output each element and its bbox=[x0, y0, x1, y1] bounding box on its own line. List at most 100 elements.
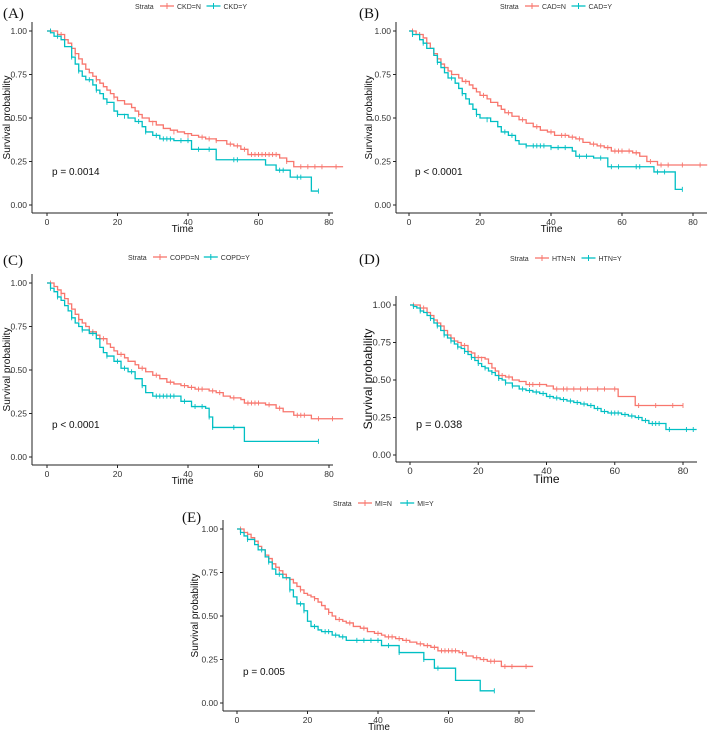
y-tick-label: 0.75 bbox=[10, 70, 27, 80]
panel-label: (B) bbox=[359, 6, 379, 22]
y-tick-label: 1.00 bbox=[201, 524, 218, 534]
survival-curve bbox=[409, 30, 708, 166]
x-tick-label: 20 bbox=[473, 466, 484, 477]
series-cad-n bbox=[409, 28, 708, 168]
x-tick-label: 60 bbox=[609, 466, 620, 477]
series-mi-n bbox=[237, 526, 534, 669]
legend-title: Strata bbox=[135, 4, 154, 11]
y-tick-label: 0.75 bbox=[373, 338, 392, 349]
y-axis-title: Survival probability bbox=[2, 328, 13, 412]
y-tick-label: 0.00 bbox=[10, 200, 27, 210]
x-tick-label: 0 bbox=[235, 715, 240, 725]
series-ckd-n bbox=[47, 28, 344, 170]
legend-key-copd-n: COPD=N bbox=[153, 254, 199, 262]
y-tick-label: 0.50 bbox=[374, 113, 391, 123]
y-tick-label: 0.00 bbox=[373, 450, 392, 461]
p-value-annotation: p = 0.038 bbox=[416, 419, 462, 431]
x-tick-label: 0 bbox=[45, 469, 50, 479]
panel-label: (E) bbox=[182, 510, 201, 526]
y-tick-label: 0.00 bbox=[374, 200, 391, 210]
x-tick-label: 80 bbox=[688, 217, 698, 227]
x-tick-label: 40 bbox=[183, 217, 193, 227]
x-tick-label: 20 bbox=[113, 217, 123, 227]
y-tick-label: 1.00 bbox=[373, 300, 392, 311]
legend: Strata HTN=N HTN=Y bbox=[510, 255, 622, 263]
series-copd-y bbox=[47, 282, 319, 444]
y-tick-label: 0.25 bbox=[10, 157, 27, 167]
legend-label: CAD=N bbox=[542, 4, 566, 11]
p-value-annotation: p < 0.0001 bbox=[52, 420, 100, 431]
y-axis-title: Survival probability bbox=[364, 76, 375, 160]
km-panel-e: (E) Strata MI=N MI=Y 0.00 0.25 0.50 0.75 1.00 0 20… bbox=[182, 500, 535, 733]
x-tick-label: 60 bbox=[444, 715, 454, 725]
survival-curve bbox=[47, 282, 344, 420]
p-value-annotation: p = 0.005 bbox=[243, 667, 285, 678]
x-tick-label: 20 bbox=[475, 217, 485, 227]
y-tick-label: 1.00 bbox=[374, 26, 391, 36]
y-tick-label: 1.00 bbox=[10, 26, 27, 36]
y-axis-title: Survival probability bbox=[2, 76, 13, 160]
legend-key-ckd-y: CKD=Y bbox=[206, 3, 247, 11]
legend-label: CKD=N bbox=[177, 4, 201, 11]
series-mi-y bbox=[237, 528, 495, 694]
legend-key-mi-n: MI=N bbox=[358, 500, 392, 508]
legend: Strata CAD=N CAD=Y bbox=[500, 3, 612, 11]
km-panel-b: (B) Strata CAD=N CAD=Y 0.00 0.25 0.50 0.75 1.00 0… bbox=[359, 3, 708, 235]
y-tick-label: 0.00 bbox=[201, 698, 218, 708]
x-tick-label: 80 bbox=[324, 469, 334, 479]
p-value-annotation: p = 0.0014 bbox=[52, 167, 100, 178]
legend-label: MI=N bbox=[375, 501, 392, 508]
km-panel-a: (A) Strata CKD=N CKD=Y 0.00 0.25 0.50 0.75 1.00 0… bbox=[2, 3, 344, 235]
panel-label: (D) bbox=[359, 252, 380, 268]
x-tick-label: 40 bbox=[373, 715, 383, 725]
x-axis-title: Time bbox=[172, 224, 194, 235]
y-tick-label: 0.75 bbox=[201, 568, 218, 578]
legend-title: Strata bbox=[510, 256, 529, 263]
legend-label: COPD=N bbox=[170, 255, 199, 262]
survival-curve bbox=[47, 282, 319, 442]
x-tick-label: 40 bbox=[183, 469, 193, 479]
y-tick-label: 0.00 bbox=[10, 452, 27, 462]
x-axis-title: Time bbox=[533, 472, 560, 486]
x-tick-label: 20 bbox=[303, 715, 313, 725]
legend-title: Strata bbox=[500, 4, 519, 11]
x-tick-label: 60 bbox=[617, 217, 627, 227]
x-axis-title: Time bbox=[368, 722, 390, 733]
x-tick-label: 0 bbox=[45, 217, 50, 227]
legend-key-cad-n: CAD=N bbox=[525, 3, 566, 11]
legend-label: MI=Y bbox=[417, 501, 434, 508]
x-axis-title: Time bbox=[172, 476, 194, 487]
y-tick-label: 1.00 bbox=[10, 278, 27, 288]
survival-curve bbox=[47, 30, 344, 168]
series-copd-n bbox=[47, 280, 344, 422]
y-tick-label: 0.75 bbox=[10, 322, 27, 332]
y-tick-label: 0.50 bbox=[10, 113, 27, 123]
legend-title: Strata bbox=[128, 255, 147, 262]
x-tick-label: 60 bbox=[254, 469, 264, 479]
legend-label: HTN=Y bbox=[599, 256, 622, 263]
x-tick-label: 80 bbox=[324, 217, 334, 227]
panel-label: (C) bbox=[3, 253, 23, 269]
x-tick-label: 0 bbox=[407, 466, 412, 477]
legend-label: HTN=N bbox=[552, 256, 576, 263]
y-tick-label: 0.50 bbox=[201, 611, 218, 621]
x-tick-label: 80 bbox=[514, 715, 524, 725]
x-tick-label: 40 bbox=[541, 466, 552, 477]
series-ckd-y bbox=[47, 28, 319, 194]
x-tick-label: 80 bbox=[678, 466, 689, 477]
y-tick-label: 0.25 bbox=[373, 413, 392, 424]
y-tick-label: 0.25 bbox=[374, 157, 391, 167]
y-tick-label: 0.25 bbox=[10, 409, 27, 419]
legend: Strata CKD=N CKD=Y bbox=[135, 3, 247, 11]
survival-curve bbox=[410, 304, 697, 431]
legend-key-cad-y: CAD=Y bbox=[571, 3, 613, 11]
x-tick-label: 0 bbox=[407, 217, 412, 227]
x-tick-label: 20 bbox=[113, 469, 123, 479]
series-cad-y bbox=[409, 30, 683, 192]
legend-label: CAD=Y bbox=[589, 4, 613, 11]
x-tick-label: 40 bbox=[546, 217, 556, 227]
legend-key-htn-n: HTN=N bbox=[535, 255, 576, 263]
km-panel-d: (D) Strata HTN=N HTN=Y 0.00 0.25 0.50 0.75 1.00 0… bbox=[359, 252, 697, 486]
survival-curve bbox=[410, 304, 683, 407]
